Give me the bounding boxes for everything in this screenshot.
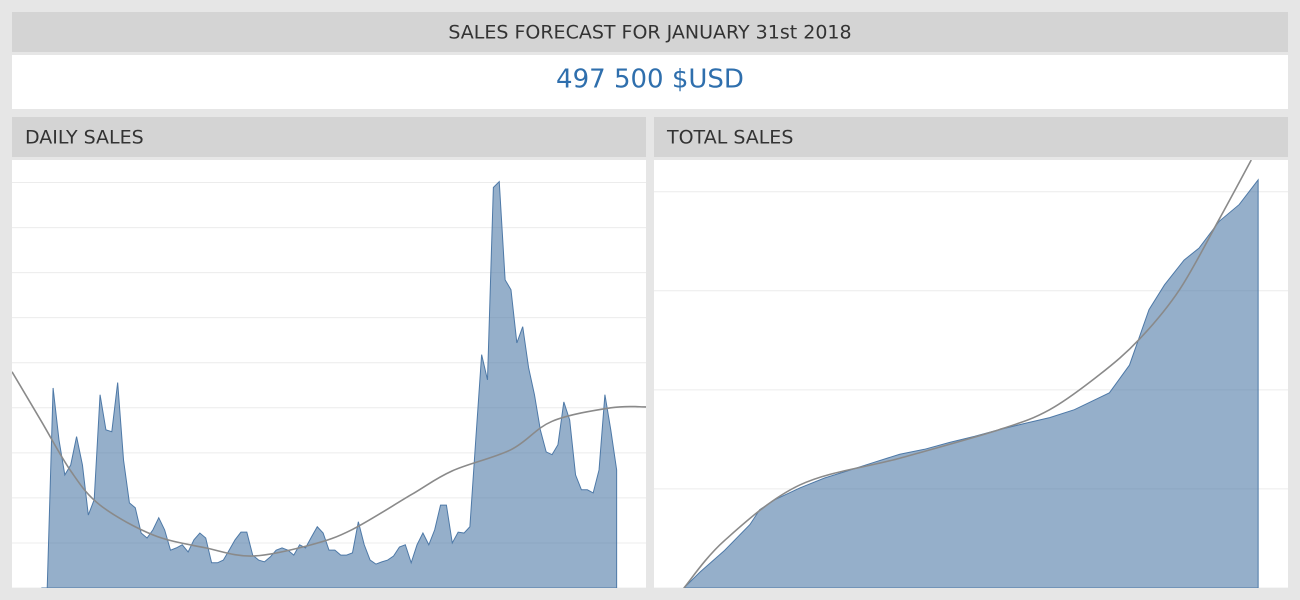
header-bar (12, 12, 1288, 52)
panel-title-bar (12, 117, 646, 157)
trend-line (683, 160, 1252, 588)
panel-title-bar (654, 117, 1288, 157)
panel-title: DAILY SALES (25, 127, 144, 149)
panel-title: TOTAL SALES (666, 127, 793, 149)
trend-line (12, 371, 646, 557)
kpi-value: 497 500 $USD (556, 65, 744, 95)
chart (12, 180, 646, 588)
header-title: SALES FORECAST FOR JANUARY 31st 2018 (448, 22, 851, 44)
area (41, 180, 618, 588)
kpi-box (12, 55, 1288, 109)
chart (654, 160, 1288, 588)
